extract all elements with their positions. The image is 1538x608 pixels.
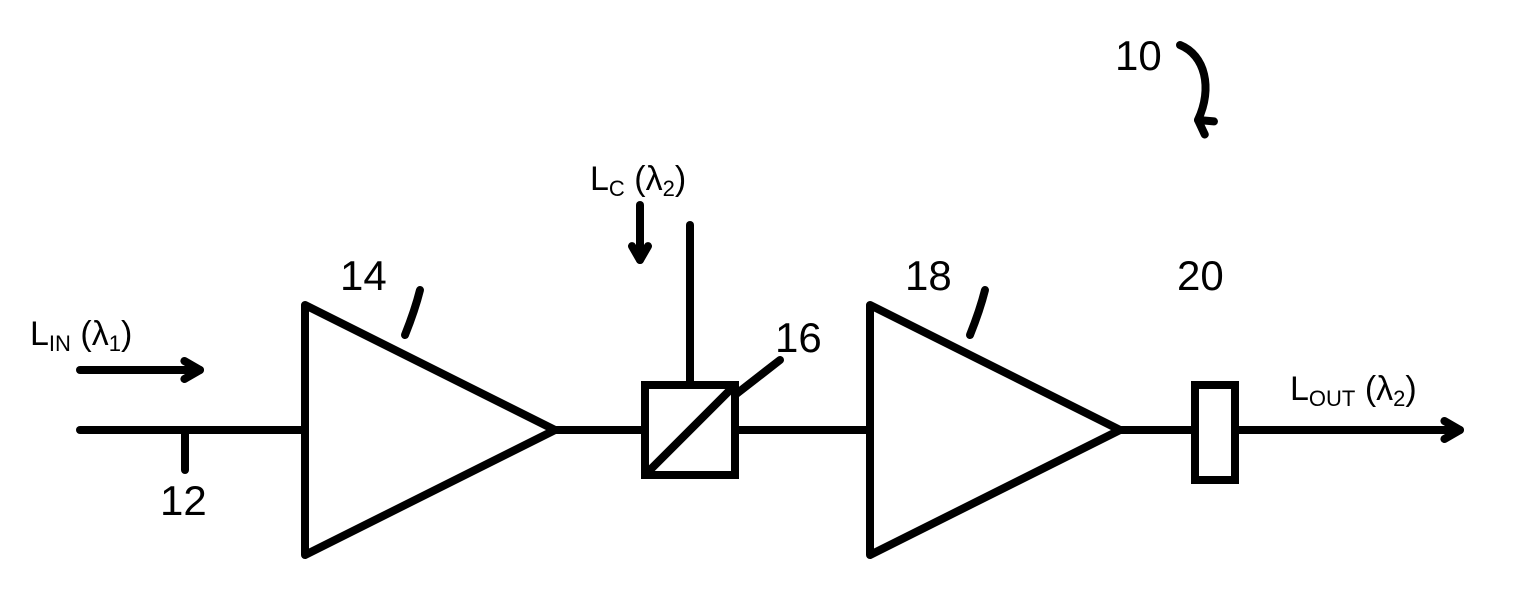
block-diagram: LIN (λ1)1214LC (λ2)161820LOUT (λ2)10: [0, 0, 1538, 608]
refnum-18: 18: [905, 252, 952, 299]
refnum-12: 12: [160, 477, 207, 524]
refnum-16: 16: [775, 314, 822, 361]
refnum-14: 14: [340, 252, 387, 299]
refnum-20: 20: [1177, 252, 1224, 299]
refnum-10: 10: [1115, 32, 1162, 79]
